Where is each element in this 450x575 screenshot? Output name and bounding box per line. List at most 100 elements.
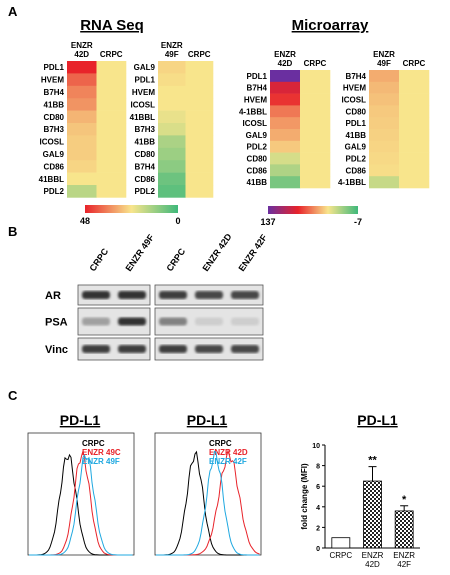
heatmap-cell [67,160,97,173]
heatmap-cell [158,61,186,74]
heatmap-cell [369,93,400,106]
row-label: CD86 [247,166,268,175]
heatmap-cell [158,160,186,173]
row-label: PDL1 [135,76,156,85]
row-label: 41BB [135,138,156,147]
heatmap-cell [67,123,97,136]
heatmap-cell [270,70,301,83]
column-label: ENZR 42D [70,41,93,59]
heatmap-cell [270,105,301,118]
heatmap-cell [399,164,430,177]
lane-label: CRPC [87,246,110,273]
heatmap-cell [300,152,331,165]
legend-entry: ENZR 49C [82,448,121,457]
row-label: CD86 [44,162,65,171]
heatmap-cell [67,61,97,74]
x-tick-label: CRPC [329,551,353,560]
heatmap-title: RNA Seq [80,17,144,34]
column-label: CRPC [402,59,426,68]
heatmap-cell [270,117,301,130]
heatmap-cell [399,129,430,142]
row-label: B7H4 [135,162,156,171]
heatmap-cell [67,110,97,124]
panel-label: A [8,4,18,19]
heatmap-cell [158,110,186,124]
heatmap-cell [67,135,97,149]
blot-band [118,291,146,299]
blot-row-label: PSA [45,317,68,329]
heatmap-cell [399,105,430,118]
row-label: PDL2 [135,187,156,196]
row-label: PDL1 [346,119,367,128]
heatmap-cell [399,93,430,106]
blot-band [82,291,110,299]
row-label: CD86 [346,166,367,175]
row-label: ICOSL [342,96,367,105]
blot-band [118,317,146,326]
heatmap-cell [270,81,301,94]
heatmap-cell [158,135,186,149]
heatmap-cell [399,140,430,153]
significance-label: ** [368,455,377,467]
row-label: 41BBL [39,175,64,184]
heatmap-cell [300,70,331,83]
heatmap-cell [369,117,400,130]
row-label: CD80 [44,113,65,122]
blot-band [159,291,187,299]
histogram-curve [156,450,260,556]
column-label: CRPC [303,59,327,68]
scale-label: 48 [80,216,90,226]
row-label: GAL9 [134,63,156,72]
row-label: HVEM [132,88,155,97]
row-label: CD80 [247,155,268,164]
y-tick-label: 6 [316,484,320,491]
row-label: PDL2 [346,155,367,164]
blot-band [82,345,110,353]
heatmap-cell [67,85,97,99]
column-label: CRPC [187,50,211,59]
row-label: B7H3 [44,125,65,134]
heatmap-cell [96,135,127,149]
flow-title: PD-L1 [187,412,228,428]
heatmap-cell [369,164,400,177]
heatmap-cell [399,81,430,94]
heatmap-cell [300,164,331,177]
row-label: 41BB [346,131,367,140]
heatmap-cell [300,176,331,189]
bar [363,480,382,549]
panel-label: B [8,224,17,239]
heatmap-cell [158,147,186,161]
blot-band [231,291,259,299]
heatmap-cell [369,129,400,142]
row-label: B7H4 [346,72,367,81]
row-label: 41BBL [130,113,155,122]
heatmap-cell [369,140,400,153]
heatmap-cell [67,185,97,198]
y-tick-label: 4 [316,505,320,512]
lane-label: ENZR 49F [123,232,156,273]
x-tick-label: ENZR 42F [393,551,416,569]
heatmap-cell [399,70,430,83]
row-label: HVEM [343,84,366,93]
heatmap-title: Microarray [292,17,369,34]
heatmap-cell [369,105,400,118]
row-label: GAL9 [246,131,268,140]
heatmap-cell [300,129,331,142]
heatmap-cell [185,73,214,87]
flow-frame [27,432,135,556]
heatmap-cell [158,172,186,186]
row-label: PDL2 [44,187,65,196]
legend-entry: ENZR 49F [82,457,120,466]
heatmap-cell [67,172,97,186]
heatmap-cell [185,185,214,198]
heatmap-cell [369,152,400,165]
row-label: B7H4 [44,88,65,97]
blot-row-label: Vinc [45,344,68,356]
heatmap-cell [185,110,214,124]
flow-title: PD-L1 [60,412,101,428]
heatmap-cell [185,135,214,149]
heatmap-cell [185,160,214,173]
legend-entry: CRPC [209,439,232,448]
heatmap-cell [270,176,301,189]
row-label: GAL9 [345,143,367,152]
